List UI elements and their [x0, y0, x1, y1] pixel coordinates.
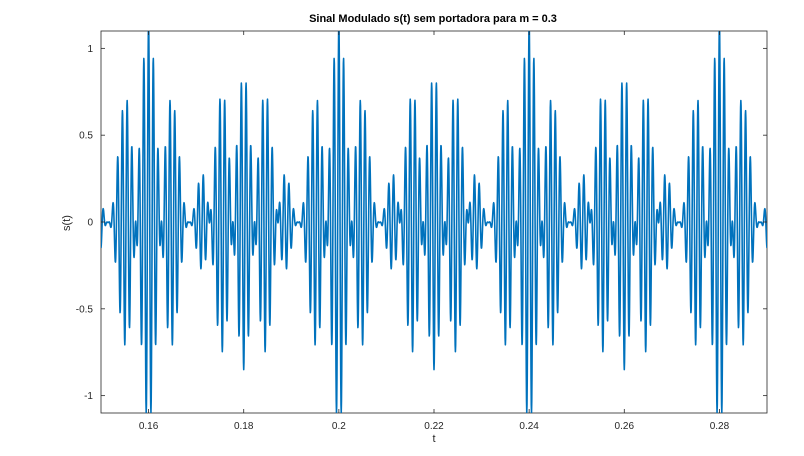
x-tick-label: 0.2: [332, 421, 346, 432]
y-tick-label: 0: [87, 218, 93, 229]
series-layer: [101, 31, 767, 413]
x-tick-label: 0.16: [139, 421, 159, 432]
x-tick-label: 0.22: [424, 421, 444, 432]
y-tick-label: 0.5: [79, 131, 93, 142]
x-tick-label: 0.28: [710, 421, 730, 432]
plot-area: 0.16 0.18 0.2 0.22 0.24 0.26 0.28 -1 -0.5 0 0.5 1: [76, 30, 768, 432]
x-axis-label: t: [432, 433, 435, 445]
x-tick-label: 0.18: [234, 421, 254, 432]
y-axis-label: s(t): [61, 215, 73, 231]
x-axis-ticks: 0.16 0.18 0.2 0.22 0.24 0.26 0.28: [139, 31, 730, 432]
y-tick-label: -1: [84, 391, 93, 402]
y-axis-ticks: -1 -0.5 0 0.5 1: [76, 44, 767, 402]
y-tick-label: -0.5: [76, 304, 94, 315]
x-tick-label: 0.26: [615, 421, 635, 432]
x-tick-label: 0.24: [519, 421, 539, 432]
series-line: [101, 31, 767, 413]
y-tick-label: 1: [87, 44, 93, 55]
chart-title: Sinal Modulado s(t) sem portadora para m…: [309, 13, 557, 25]
